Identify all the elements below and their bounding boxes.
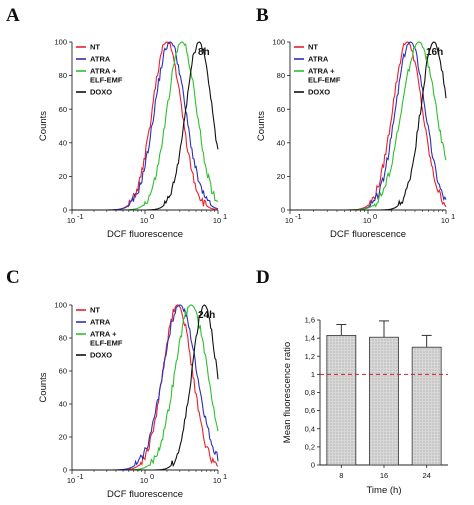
- panel-d-y-tick-label: 0: [311, 461, 315, 470]
- panel-a-x-tick-exponent: 0: [150, 212, 154, 221]
- panel-d-bar-16: [369, 336, 399, 466]
- panel-c-x-tick-exponent: -1: [77, 472, 84, 481]
- panel-d-letter: D: [256, 267, 270, 288]
- panel-a-y-tick-label: 20: [59, 172, 67, 181]
- panel-c-series-line-doxo: [72, 304, 219, 471]
- panel-d-x-tick-label: 8: [339, 471, 343, 480]
- panel-c-letter: C: [6, 267, 20, 288]
- panel-a-x-tick-label: 10: [67, 216, 75, 225]
- panel-d-x-axis-label: Time (h): [366, 485, 401, 496]
- panel-d-y-axis-label: Mean fluorescence ratio: [282, 342, 293, 443]
- panel-d-bar-24: [411, 346, 442, 466]
- panel-c-legend-label: ATRA +: [90, 330, 117, 339]
- panel-c-y-tick-label: 80: [59, 334, 67, 343]
- panel-b-legend-label: ATRA +: [308, 67, 335, 76]
- panel-d-y-tick-label: 1,6: [305, 316, 315, 325]
- panel-b-y-tick-label: 20: [277, 172, 285, 181]
- panel-a-y-tick-label: 80: [59, 71, 67, 80]
- panel-a-x-tick-label: 10: [140, 216, 148, 225]
- panel-d-y-tick-label: 0,4: [305, 424, 315, 433]
- panel-a-legend-label: DOXO: [90, 88, 112, 97]
- panel-b-x-tick-label: 10: [285, 216, 293, 225]
- panel-b-x-axis-label: DCF fluorescence: [330, 229, 406, 240]
- panel-b-legend-label: NT: [308, 43, 318, 52]
- panel-d-y-tick-label: 0,6: [305, 406, 315, 415]
- panel-b-series-line-doxo: [290, 41, 447, 211]
- panel-a-x-tick-exponent: 1: [223, 212, 227, 221]
- panel-c-legend-label: DOXO: [90, 351, 112, 360]
- panel-a-y-tick-label: 100: [54, 38, 67, 47]
- panel-c-y-tick-label: 20: [59, 433, 67, 442]
- panel-c-x-tick-label: 10: [140, 476, 148, 485]
- panel-d-bar-8: [326, 335, 357, 466]
- panel-c-y-tick-label: 40: [59, 400, 67, 409]
- panel-b-x-tick-exponent: 1: [451, 212, 455, 221]
- panel-d-y-tick-label: 0,2: [305, 442, 315, 451]
- panel-c-y-tick-label: 100: [54, 301, 67, 310]
- panel-d-y-tick-label: 1,4: [305, 334, 315, 343]
- panel-a-y-tick-label: 60: [59, 105, 67, 114]
- panel-d-y-tick-label: 1,2: [305, 352, 315, 361]
- panel-a-series-line-doxo: [72, 41, 219, 211]
- panel-b-legend-label: DOXO: [308, 88, 330, 97]
- panel-a-y-tick-label: 40: [59, 138, 67, 147]
- panel-b-time-label: 16h: [426, 47, 443, 58]
- panel-c-y-axis-label: Counts: [38, 372, 49, 402]
- panel-b-y-tick-label: 80: [277, 71, 285, 80]
- panel-b-y-axis-label: Counts: [256, 111, 267, 141]
- panel-b-y-tick-label: 100: [272, 38, 285, 47]
- panel-c-x-tick-label: 10: [213, 476, 221, 485]
- panel-c-legend-label: ELF-EMF: [90, 339, 123, 348]
- panel-a-legend-label: ATRA: [90, 55, 111, 64]
- panel-c-time-label: 24h: [198, 310, 215, 321]
- panel-d-x-tick-label: 16: [380, 471, 388, 480]
- panel-c-y-tick-label: 60: [59, 367, 67, 376]
- panel-c-legend-label: NT: [90, 306, 100, 315]
- panel-b-x-tick-label: 10: [441, 216, 449, 225]
- panel-b-x-tick-exponent: -1: [295, 212, 302, 221]
- panel-b-y-tick-label: 0: [281, 206, 285, 215]
- panel-c-y-tick-label: 0: [63, 466, 67, 475]
- panel-c-x-tick-exponent: 1: [223, 472, 227, 481]
- panel-b-legend-label: ATRA: [308, 55, 329, 64]
- panel-b-y-tick-label: 60: [277, 105, 285, 114]
- panel-a-x-tick-exponent: -1: [77, 212, 84, 221]
- panel-c-legend-label: ATRA: [90, 318, 111, 327]
- panel-c-x-tick-exponent: 0: [150, 472, 154, 481]
- panel-a-legend-label: ATRA +: [90, 67, 117, 76]
- panel-b-y-tick-label: 40: [277, 138, 285, 147]
- panel-d-y-tick-label: 0,8: [305, 388, 315, 397]
- panel-a-y-axis-label: Counts: [38, 111, 49, 141]
- panel-a-x-tick-label: 10: [213, 216, 221, 225]
- panel-a-legend-label: NT: [90, 43, 100, 52]
- panel-b-letter: B: [256, 5, 269, 26]
- panel-a-legend-label: ELF-EMF: [90, 76, 123, 85]
- panel-a-y-tick-label: 0: [63, 206, 67, 215]
- panel-a-letter: A: [6, 5, 20, 26]
- panel-c-x-axis-label: DCF fluorescence: [107, 489, 183, 500]
- panel-b-x-tick-label: 10: [363, 216, 371, 225]
- panel-b-x-tick-exponent: 0: [373, 212, 377, 221]
- panel-c-x-tick-label: 10: [67, 476, 75, 485]
- panel-a-x-axis-label: DCF fluorescence: [107, 229, 183, 240]
- panel-d-y-tick-label: 1: [311, 370, 315, 379]
- panel-d-x-tick-label: 24: [422, 471, 430, 480]
- panel-b-legend-label: ELF-EMF: [308, 76, 341, 85]
